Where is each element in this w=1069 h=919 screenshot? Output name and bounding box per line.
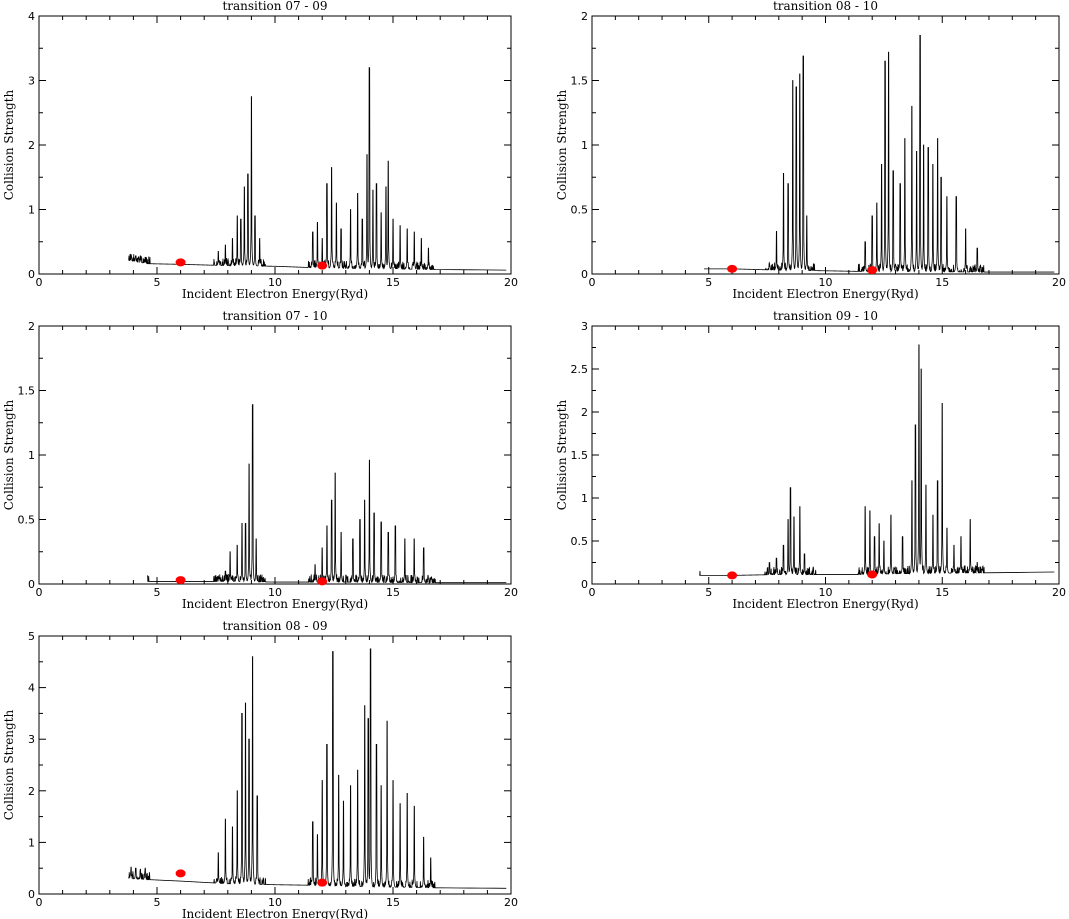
panel-title: transition 07 - 09 — [222, 0, 327, 13]
panel-title: transition 08 - 10 — [773, 0, 878, 13]
y-tick-label: 3 — [581, 320, 588, 333]
y-tick-label: 0.5 — [571, 535, 589, 548]
data-point — [727, 264, 738, 273]
x-tick-label: 20 — [1052, 586, 1066, 599]
x-tick-label: 10 — [819, 276, 833, 289]
y-axis-title: Collision Strength — [2, 399, 16, 510]
x-tick-label: 0 — [589, 276, 596, 289]
x-axis-title: Incident Electron Energy(Ryd) — [182, 907, 368, 919]
data-point — [175, 869, 186, 878]
x-tick-label: 20 — [504, 586, 518, 599]
collision-strength-line — [704, 34, 1055, 274]
x-tick-label: 15 — [935, 586, 949, 599]
x-tick-label: 0 — [36, 276, 43, 289]
y-tick-label: 1.5 — [571, 75, 589, 88]
y-tick-label: 0 — [581, 578, 588, 591]
y-axis-title: Collision Strength — [555, 89, 569, 200]
x-tick-label: 20 — [504, 896, 518, 909]
collision-strength-line — [128, 648, 507, 889]
y-tick-label: 1 — [28, 204, 35, 217]
y-tick-label: 1.5 — [18, 385, 36, 398]
y-tick-label: 1.5 — [571, 449, 589, 462]
plot-frame — [591, 325, 1060, 585]
x-axis-title: Incident Electron Energy(Ryd) — [732, 597, 918, 611]
chart-panel-3: 0 5 10 15 20 0 0.5 1 1.5 2 transition 07 - 10 Incid… — [2, 309, 518, 611]
data-point — [867, 266, 878, 275]
y-tick-label: 5 — [28, 630, 35, 643]
y-axis-title: Collision Strength — [555, 399, 569, 510]
data-point — [317, 261, 328, 270]
data-point — [867, 570, 878, 579]
x-tick-label: 10 — [819, 586, 833, 599]
data-point — [727, 571, 738, 580]
y-tick-label: 2.5 — [571, 363, 589, 376]
y-tick-label: 2 — [28, 785, 35, 798]
y-axis-title: Collision Strength — [2, 709, 16, 820]
y-tick-label: 1 — [581, 492, 588, 505]
x-axis-title: Incident Electron Energy(Ryd) — [182, 287, 368, 301]
plot-frame — [38, 325, 512, 585]
y-tick-label: 0 — [28, 888, 35, 901]
collision-strength-line — [699, 344, 1055, 576]
chart-panel-4: 0 5 10 15 20 0 0.5 1 1.5 2 2.5 3 transition 09 - 10 I… — [555, 309, 1066, 611]
collision-strength-line — [128, 67, 507, 271]
x-tick-label: 15 — [386, 586, 400, 599]
x-axis-title: Incident Electron Energy(Ryd) — [182, 597, 368, 611]
x-tick-label: 0 — [589, 586, 596, 599]
plot-frame — [38, 15, 512, 275]
x-tick-label: 5 — [154, 896, 161, 909]
y-tick-label: 1 — [581, 139, 588, 152]
y-tick-label: 2 — [581, 10, 588, 23]
y-tick-label: 1 — [28, 836, 35, 849]
chart-panel-1: 0 5 10 15 20 0 1 2 3 4 transition 07 - 09 Incident … — [2, 0, 518, 301]
panel-title: transition 07 - 10 — [222, 309, 327, 323]
y-tick-label: 1 — [28, 449, 35, 462]
y-tick-label: 0 — [581, 268, 588, 281]
data-point — [317, 577, 328, 586]
y-tick-label: 0 — [28, 578, 35, 591]
x-tick-label: 20 — [504, 276, 518, 289]
panel-title: transition 09 - 10 — [773, 309, 878, 323]
x-tick-label: 20 — [1052, 276, 1066, 289]
x-tick-label: 5 — [705, 276, 712, 289]
x-tick-label: 15 — [386, 896, 400, 909]
y-tick-label: 3 — [28, 733, 35, 746]
chart-panel-5: 0 5 10 15 20 0 1 2 3 4 5 transition 08 - 09 Incident… — [2, 619, 518, 919]
plot-frame — [38, 635, 512, 895]
plot-frame — [591, 15, 1060, 275]
y-axis-title: Collision Strength — [2, 89, 16, 200]
y-tick-label: 4 — [28, 682, 35, 695]
x-tick-label: 5 — [154, 586, 161, 599]
y-tick-label: 3 — [28, 75, 35, 88]
data-point — [175, 258, 186, 267]
y-tick-label: 0.5 — [18, 514, 36, 527]
panel-title: transition 08 - 09 — [222, 619, 327, 633]
x-tick-label: 5 — [705, 586, 712, 599]
data-point — [175, 576, 186, 585]
y-tick-label: 0 — [28, 268, 35, 281]
y-tick-label: 2 — [581, 406, 588, 419]
y-tick-label: 2 — [28, 139, 35, 152]
x-tick-label: 0 — [36, 896, 43, 909]
x-tick-label: 5 — [154, 276, 161, 289]
collision-strength-line — [147, 404, 507, 585]
x-tick-label: 10 — [268, 896, 282, 909]
x-tick-label: 15 — [935, 276, 949, 289]
x-tick-label: 10 — [268, 276, 282, 289]
y-tick-label: 0.5 — [571, 204, 589, 217]
y-tick-label: 4 — [28, 10, 35, 23]
x-axis-title: Incident Electron Energy(Ryd) — [732, 287, 918, 301]
chart-panel-2: 0 5 10 15 20 0 0.5 1 1.5 2 transition 08 - 10 Incid… — [555, 0, 1066, 301]
x-tick-label: 0 — [36, 586, 43, 599]
x-tick-label: 10 — [268, 586, 282, 599]
x-tick-label: 15 — [386, 276, 400, 289]
y-tick-label: 2 — [28, 320, 35, 333]
data-point — [317, 878, 328, 887]
